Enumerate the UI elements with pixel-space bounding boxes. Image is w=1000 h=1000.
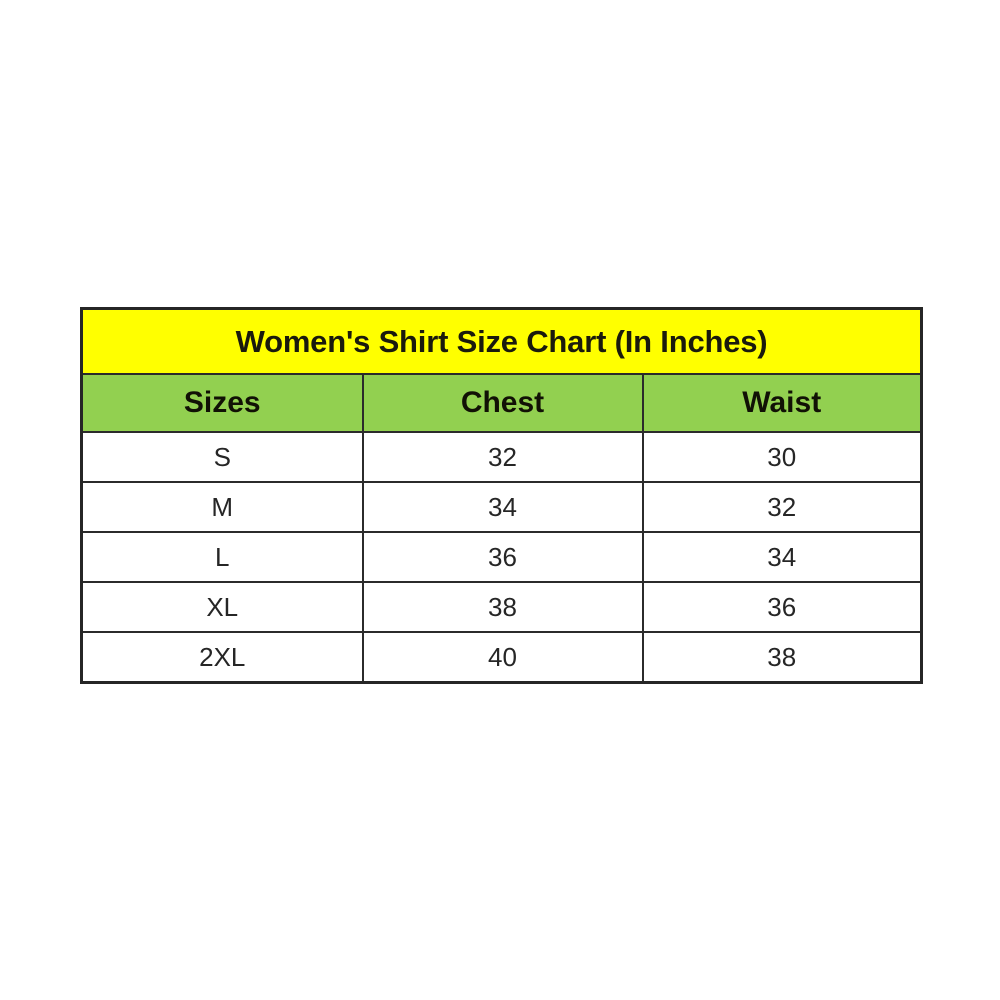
cell-chest-value: 34 (488, 492, 517, 522)
cell-waist: 32 (641, 481, 923, 533)
size-chart-table: Women's Shirt Size Chart (In Inches) Siz… (80, 307, 924, 684)
cell-waist: 34 (641, 531, 923, 583)
cell-size: S (80, 431, 364, 483)
cell-size: L (80, 531, 364, 583)
cell-size-value: M (211, 492, 234, 522)
column-header-chest: Chest (361, 373, 644, 433)
cell-chest-value: 40 (488, 642, 517, 672)
cell-waist-value: 38 (767, 642, 797, 672)
column-header-waist-label: Waist (742, 386, 822, 419)
cell-size-value: 2XL (199, 642, 246, 672)
table-title-row: Women's Shirt Size Chart (In Inches) (80, 307, 923, 375)
table-row: S 32 30 (80, 431, 923, 483)
cell-chest: 34 (361, 481, 644, 533)
size-chart-container: Women's Shirt Size Chart (In Inches) Siz… (80, 307, 924, 684)
cell-waist-value: 36 (767, 592, 797, 622)
cell-size-value: L (215, 542, 230, 572)
cell-chest: 36 (361, 531, 644, 583)
table-header-row: Sizes Chest Waist (80, 373, 923, 433)
table-row: 2XL 40 38 (80, 631, 923, 684)
column-header-waist: Waist (641, 373, 923, 433)
cell-size: 2XL (80, 631, 364, 684)
cell-waist: 36 (641, 581, 923, 633)
column-header-chest-label: Chest (460, 386, 545, 419)
page-title: Women's Shirt Size Chart (In Inches) (235, 324, 768, 359)
cell-size-value: S (213, 442, 231, 472)
cell-waist-value: 32 (767, 492, 797, 522)
cell-size-value: XL (206, 592, 239, 622)
cell-chest-value: 36 (488, 542, 517, 572)
table-row: M 34 32 (80, 481, 923, 533)
table-row: L 36 34 (80, 531, 923, 583)
cell-waist-value: 34 (767, 542, 797, 572)
table-title-cell: Women's Shirt Size Chart (In Inches) (80, 307, 923, 375)
column-header-sizes-label: Sizes (183, 386, 261, 419)
cell-chest: 38 (361, 581, 644, 633)
cell-chest: 40 (361, 631, 644, 684)
cell-chest-value: 32 (488, 442, 517, 472)
cell-chest: 32 (361, 431, 644, 483)
cell-size: XL (80, 581, 364, 633)
cell-waist-value: 30 (767, 442, 797, 472)
cell-size: M (80, 481, 364, 533)
cell-chest-value: 38 (488, 592, 517, 622)
cell-waist: 38 (641, 631, 923, 684)
cell-waist: 30 (641, 431, 923, 483)
table-row: XL 38 36 (80, 581, 923, 633)
column-header-sizes: Sizes (80, 373, 364, 433)
